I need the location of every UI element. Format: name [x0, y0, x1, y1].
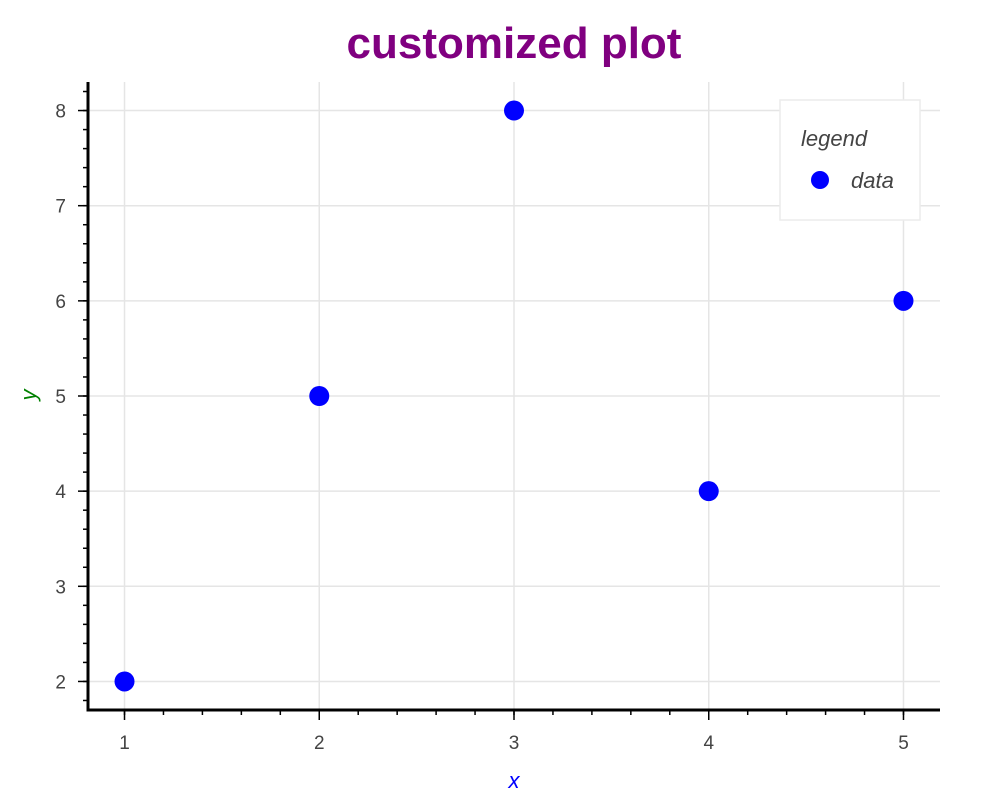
- y-tick-label: 6: [55, 292, 66, 313]
- y-axis-ticks: 2 3 4 5 6 7 8: [55, 90, 88, 702]
- data-points: [114, 100, 914, 692]
- legend-title: legend: [801, 126, 868, 151]
- x-tick-label: 2: [314, 733, 325, 754]
- chart-title: customized plot: [347, 19, 682, 68]
- y-tick-label: 8: [55, 102, 66, 123]
- y-tick-label: 5: [55, 387, 66, 408]
- legend-box: [779, 99, 921, 221]
- x-axis-label: x: [508, 768, 521, 793]
- data-point: [114, 671, 135, 692]
- y-tick-label: 2: [55, 672, 66, 693]
- data-point: [893, 290, 914, 311]
- y-tick-label: 4: [55, 482, 66, 503]
- x-tick-label: 1: [119, 733, 130, 754]
- data-point: [504, 100, 524, 121]
- legend: legend data: [779, 99, 921, 221]
- y-tick-label: 7: [55, 197, 66, 218]
- y-tick-label: 3: [55, 577, 66, 598]
- data-point: [309, 386, 330, 406]
- legend-item-label: data: [851, 168, 894, 193]
- x-tick-label: 3: [509, 733, 520, 754]
- y-axis-label: y: [16, 388, 41, 403]
- data-point: [698, 481, 719, 502]
- x-tick-label: 4: [703, 733, 714, 754]
- legend-marker: [811, 171, 829, 189]
- grid-lines: [88, 82, 940, 710]
- x-tick-label: 5: [898, 733, 909, 754]
- x-axis-ticks: 1 2 3 4 5: [119, 710, 909, 754]
